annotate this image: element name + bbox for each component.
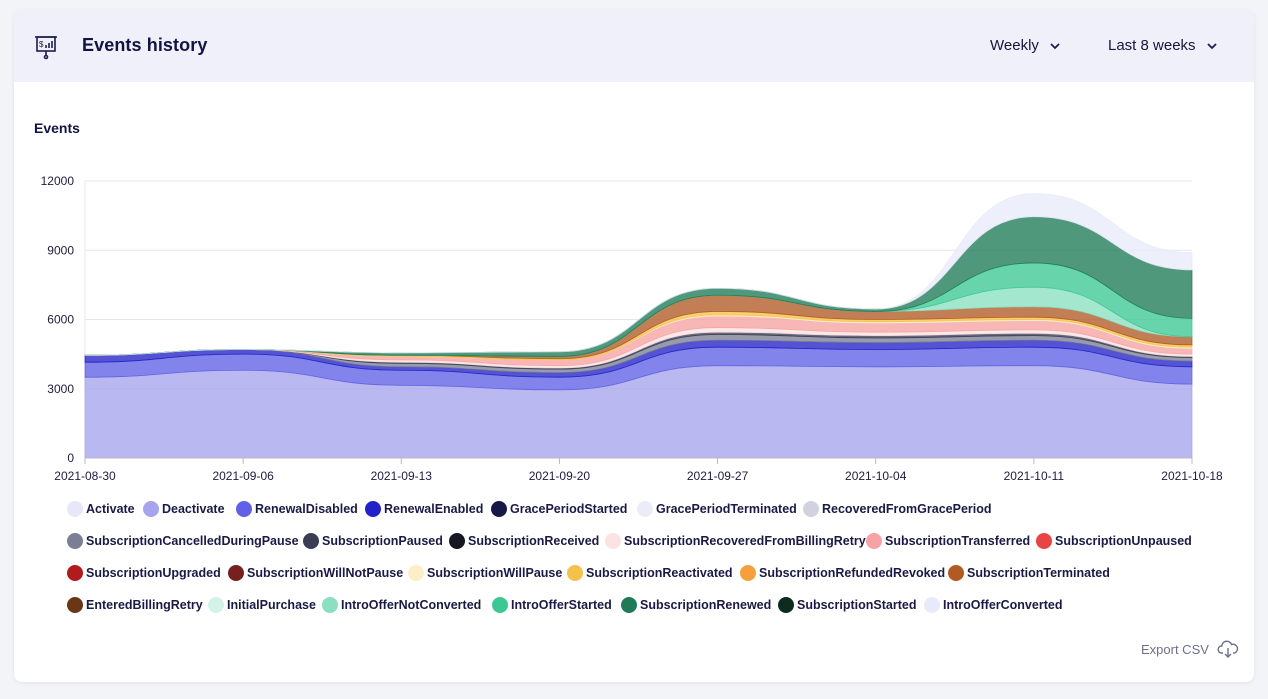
legend-label[interactable]: SubscriptionPaused	[322, 534, 443, 548]
y-tick-label: 6000	[47, 313, 74, 327]
page-title: Events history	[82, 35, 208, 55]
events-history-card: $ Events history Weekly Last 8 weeks Eve…	[14, 10, 1254, 682]
legend-swatch	[408, 565, 424, 581]
legend-swatch	[236, 501, 252, 517]
legend-label[interactable]: SubscriptionRecoveredFromBillingRetry	[624, 534, 866, 548]
legend-label[interactable]: SubscriptionStarted	[797, 598, 916, 612]
export-csv-button[interactable]: Export CSV	[1141, 640, 1239, 658]
range-dropdown[interactable]: Last 8 weeks	[1108, 37, 1218, 54]
y-tick-label: 12000	[41, 174, 75, 188]
y-tick-label: 9000	[47, 243, 74, 257]
legend-label[interactable]: IntroOfferStarted	[511, 598, 612, 612]
legend-label[interactable]: SubscriptionUpgraded	[86, 566, 221, 580]
legend-swatch	[567, 565, 583, 581]
legend-label[interactable]: SubscriptionWillPause	[427, 566, 562, 580]
legend-label[interactable]: SubscriptionRenewed	[640, 598, 771, 612]
legend-swatch	[492, 597, 508, 613]
interval-dropdown-label: Weekly	[990, 37, 1039, 54]
legend-label[interactable]: SubscriptionWillNotPause	[247, 566, 403, 580]
legend-swatch	[67, 533, 83, 549]
card-header: $ Events history Weekly Last 8 weeks	[14, 10, 1254, 82]
legend-label[interactable]: Activate	[86, 502, 135, 516]
legend-swatch	[621, 597, 637, 613]
cloud-download-icon	[1217, 640, 1239, 658]
legend-swatch	[365, 501, 381, 517]
legend-label[interactable]: IntroOfferConverted	[943, 598, 1062, 612]
legend-label[interactable]: EnteredBillingRetry	[86, 598, 203, 612]
legend-swatch	[228, 565, 244, 581]
x-tick-label: 2021-10-04	[845, 469, 907, 483]
presentation-chart-icon: $	[35, 36, 57, 60]
legend-label[interactable]: IntroOfferNotConverted	[341, 598, 481, 612]
legend-swatch	[208, 597, 224, 613]
legend-label[interactable]: GracePeriodTerminated	[656, 502, 797, 516]
x-tick-label: 2021-08-30	[54, 469, 116, 483]
legend-swatch	[491, 501, 507, 517]
legend-swatch	[637, 501, 653, 517]
legend-label[interactable]: RenewalDisabled	[255, 502, 358, 516]
legend-label[interactable]: GracePeriodStarted	[510, 502, 627, 516]
legend-label[interactable]: SubscriptionTerminated	[967, 566, 1110, 580]
range-dropdown-label: Last 8 weeks	[1108, 37, 1196, 54]
area-Deactivate[interactable]	[84, 365, 1193, 459]
x-tick-label: 2021-09-13	[371, 469, 433, 483]
chevron-down-icon	[1206, 42, 1217, 49]
chart-legend: Activate Deactivate RenewalDisabled Renewal…	[67, 501, 1192, 613]
y-tick-label: 3000	[47, 382, 74, 396]
legend-swatch	[778, 597, 794, 613]
legend-label[interactable]: SubscriptionUnpaused	[1055, 534, 1192, 548]
x-tick-label: 2021-09-06	[212, 469, 274, 483]
legend-label[interactable]: RenewalEnabled	[384, 502, 483, 516]
legend-swatch	[449, 533, 465, 549]
legend-label[interactable]: SubscriptionCancelledDuringPause	[86, 534, 299, 548]
legend-swatch	[67, 565, 83, 581]
legend-swatch	[143, 501, 159, 517]
legend-swatch	[740, 565, 756, 581]
legend-swatch	[866, 533, 882, 549]
y-axis-title: Events	[34, 120, 80, 136]
events-area-chart: Events 0 3000 6000 9000 12000 2021-08-30 2021-…	[34, 120, 1223, 613]
legend-label[interactable]: InitialPurchase	[227, 598, 316, 612]
y-tick-label: 0	[67, 451, 74, 465]
legend-label[interactable]: SubscriptionReactivated	[586, 566, 733, 580]
legend-label[interactable]: SubscriptionRefundedRevoked	[759, 566, 945, 580]
legend-swatch	[1036, 533, 1052, 549]
legend-label[interactable]: RecoveredFromGracePeriod	[822, 502, 992, 516]
legend-label[interactable]: SubscriptionReceived	[468, 534, 599, 548]
legend-swatch	[67, 501, 83, 517]
legend-swatch	[803, 501, 819, 517]
legend-swatch	[924, 597, 940, 613]
area-IntroOfferConverted[interactable]	[84, 193, 1193, 356]
x-tick-label: 2021-09-27	[687, 469, 749, 483]
export-csv-label: Export CSV	[1141, 641, 1209, 657]
legend-swatch	[605, 533, 621, 549]
legend-swatch	[948, 565, 964, 581]
legend-label[interactable]: SubscriptionTransferred	[885, 534, 1030, 548]
legend-swatch	[322, 597, 338, 613]
interval-dropdown[interactable]: Weekly	[990, 37, 1061, 54]
x-tick-label: 2021-09-20	[529, 469, 591, 483]
svg-text:$: $	[39, 40, 44, 49]
x-tick-label: 2021-10-18	[1161, 469, 1223, 483]
chart-areas	[84, 193, 1193, 459]
x-tick-label: 2021-10-11	[1004, 469, 1065, 483]
legend-swatch	[67, 597, 83, 613]
legend-label[interactable]: Deactivate	[162, 502, 225, 516]
chart-axes: 0 3000 6000 9000 12000 2021-08-30 2021-09-06 20…	[41, 174, 1223, 483]
chevron-down-icon	[1050, 42, 1060, 49]
legend-swatch	[303, 533, 319, 549]
